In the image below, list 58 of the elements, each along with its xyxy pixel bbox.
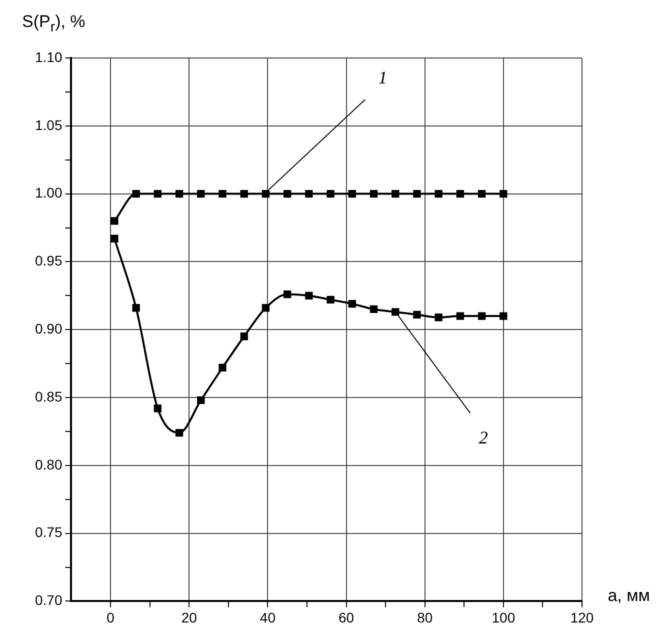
point <box>110 234 118 242</box>
point <box>326 296 334 304</box>
point <box>262 190 270 198</box>
point <box>348 300 356 308</box>
point <box>240 190 248 198</box>
point <box>456 190 464 198</box>
point <box>240 332 248 340</box>
x-tick-label: 120 <box>570 609 594 626</box>
point <box>175 190 184 198</box>
x-axis-title: a, мм <box>608 586 650 606</box>
point <box>110 217 118 225</box>
y-tick-label: 1.10 <box>35 48 62 65</box>
point <box>478 312 486 320</box>
x-tick-label: 0 <box>106 609 115 626</box>
point <box>284 190 292 198</box>
y-axis-title: S(P$_{r}$), % <box>22 12 86 36</box>
point <box>132 304 140 312</box>
point <box>434 190 442 198</box>
point <box>370 190 378 198</box>
point <box>392 308 400 316</box>
point <box>218 364 226 372</box>
point <box>154 190 162 198</box>
y-tick-label: 0.75 <box>35 524 62 540</box>
point <box>305 292 313 300</box>
point <box>413 190 421 198</box>
point <box>456 312 464 320</box>
point <box>500 190 508 198</box>
y-tick-label: 0.95 <box>35 252 62 269</box>
point <box>218 190 226 198</box>
y-tick-label: 1.00 <box>35 184 62 201</box>
point <box>413 310 421 318</box>
point <box>434 314 442 322</box>
annotation: 1 <box>378 68 388 88</box>
point <box>132 190 140 198</box>
point <box>175 428 184 437</box>
point <box>284 290 292 298</box>
x-tick-label: 80 <box>417 609 433 626</box>
y-tick-label: 0.90 <box>35 320 62 336</box>
x-tick-label: 60 <box>338 609 354 626</box>
point <box>392 190 400 198</box>
point <box>500 312 508 320</box>
point <box>154 404 162 412</box>
y-tick-label: 0.70 <box>35 592 62 608</box>
y-tick-label: 0.85 <box>35 388 62 404</box>
point <box>197 396 205 404</box>
x-tick-label: 20 <box>181 609 198 626</box>
y-tick-label: 0.80 <box>35 456 62 472</box>
y-tick-label: 1.05 <box>35 116 62 133</box>
point <box>262 304 270 312</box>
point <box>478 190 486 198</box>
point <box>197 190 205 198</box>
point <box>305 190 313 198</box>
annotation: 2 <box>478 428 488 448</box>
x-tick-label: 40 <box>260 609 276 626</box>
point <box>370 305 378 314</box>
point <box>348 190 356 198</box>
point <box>326 190 334 198</box>
x-tick-label: 100 <box>492 609 516 626</box>
